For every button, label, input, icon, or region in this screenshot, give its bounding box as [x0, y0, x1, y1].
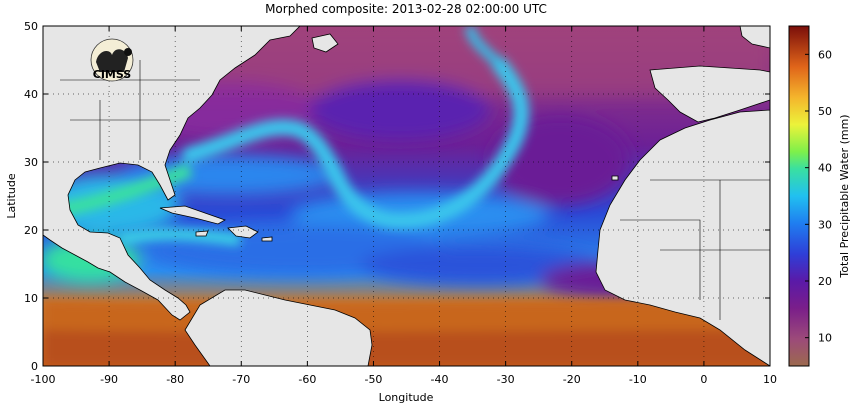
y-tick-label: 50 [24, 20, 38, 33]
x-tick-label: -70 [232, 373, 250, 386]
tropical-band [43, 300, 770, 366]
lat-lon-grid [43, 26, 770, 366]
logo-dot-icon [124, 48, 132, 56]
colorbar-tick-label: 20 [818, 275, 832, 288]
x-tick-label: -50 [364, 373, 382, 386]
x-tick-label: 0 [700, 373, 707, 386]
x-tick-label: -10 [629, 373, 647, 386]
jamaica [195, 230, 209, 237]
y-axis-title: Latitude [5, 173, 18, 219]
y-tick-label: 0 [31, 360, 38, 373]
y-tick-label: 30 [24, 156, 38, 169]
x-tick-label: -100 [31, 373, 56, 386]
x-tick-label: -30 [497, 373, 515, 386]
x-tick-label: 10 [763, 373, 777, 386]
y-tick-label: 10 [24, 292, 38, 305]
x-tick-label: -40 [431, 373, 449, 386]
puerto-rico [261, 236, 273, 242]
moisture-plume [58, 26, 530, 246]
x-tick-label: -80 [166, 373, 184, 386]
colorbar-ticks: 10 20 30 40 50 60 [805, 48, 832, 345]
logo-text: CIMSS [93, 68, 132, 81]
colorbar-tick-label: 50 [818, 105, 832, 118]
x-tick-label: -20 [563, 373, 581, 386]
colorbar: 10 20 30 40 50 60 Total Precipitable Water (m… [788, 25, 851, 367]
colorbar-tick-label: 60 [818, 48, 832, 61]
europe-north [739, 26, 770, 49]
hispaniola [227, 225, 259, 239]
colorbar-tick-label: 30 [818, 218, 832, 231]
logo-figures-icon [96, 49, 128, 72]
y-tick-label: 20 [24, 224, 38, 237]
newfoundland [311, 33, 339, 53]
land-masses [43, 26, 770, 366]
y-axis-ticks: 0 10 20 30 40 50 [24, 20, 770, 373]
colorbar-label: Total Precipitable Water (mm) [838, 114, 851, 278]
cimss-logo: CIMSS [90, 38, 134, 82]
canary-islands [611, 175, 619, 181]
y-tick-label: 40 [24, 88, 38, 101]
x-tick-label: -60 [298, 373, 316, 386]
colorbar-tick-label: 40 [818, 162, 832, 175]
cuba [159, 205, 226, 225]
south-america [184, 289, 373, 366]
x-tick-label: -90 [100, 373, 118, 386]
x-axis-ticks: -100 -90 -80 -70 -60 -50 -40 -30 -20 -10 0 10 [31, 26, 777, 386]
plot-area [43, 26, 770, 366]
africa [595, 100, 770, 366]
north-america [43, 26, 301, 321]
x-axis-title: Longitude [379, 391, 434, 404]
moisture-features [43, 26, 770, 298]
plot-frame [42, 25, 771, 367]
political-borders [60, 60, 770, 320]
plot-title: Morphed composite: 2013-02-28 02:00:00 U… [265, 2, 547, 16]
colorbar-tick-label: 10 [818, 332, 832, 345]
iberia [649, 65, 770, 123]
colorbar-gradient [788, 25, 810, 367]
